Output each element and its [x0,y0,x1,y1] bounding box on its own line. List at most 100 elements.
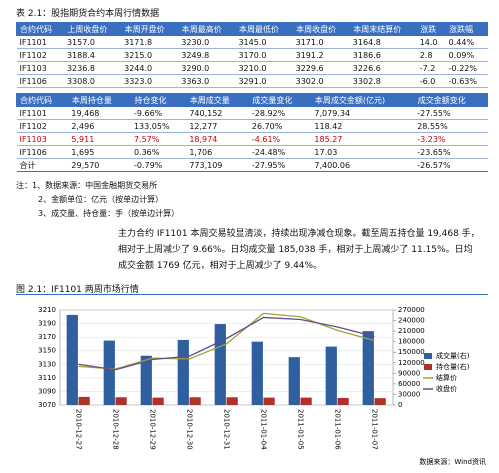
x-tick-label: 2010-12-29 [149,409,157,450]
cell: -26.57% [414,158,488,172]
cell: 3164.8 [349,35,417,49]
cell: IF1102 [16,119,69,133]
bar [300,397,312,405]
bar [66,314,78,405]
cell: 3171.0 [292,35,350,49]
volume-table: 合约代码 本周持仓量 持仓变化 本周成交量 成交量变化 本周成交金额(亿元) 成交金额变化 I… [16,93,489,172]
legend-label: 成交量(右) [436,351,470,360]
row: IF1101 19,468 -9.66% 740,152 -28.92% 7,079.34… [16,106,488,120]
column-header: 本周收盘价 [292,22,351,36]
cell: 7,400.06 [311,158,415,172]
cell: 7,079.34 [311,106,415,120]
y-tick-label: 3110 [38,374,56,382]
cell: 28.55% [414,119,488,133]
y2-tick-label: 180000 [398,338,425,346]
cell: IF1102 [16,48,64,62]
cell: 2.8 [416,48,446,62]
cell: 3145.0 [235,35,293,49]
column-header: 本周最低价 [234,22,294,36]
y2-tick-label: 150000 [398,348,425,356]
legend-swatch [424,364,432,370]
cell: 5,911 [68,132,131,146]
cell: 3323.0 [121,74,179,88]
column-header: 涨跌幅 [445,22,488,36]
cell: 0.09% [445,48,488,62]
column-header: 成交金额变化 [413,93,489,107]
bar [140,355,152,405]
cell: IF1106 [16,74,64,88]
cell: 0.44% [445,35,488,49]
cell: IF1103 [16,132,69,146]
column-header: 本周末结算价 [349,22,418,36]
cell: -0.79% [130,158,187,172]
cell: 3210.0 [235,61,293,75]
cell: 3188.4 [63,48,122,62]
x-tick-label: 2011-01-07 [371,409,379,450]
row: IF1102 2,496 133.05% 12,277 26.70% 118.42 28.5… [16,119,488,133]
cell: 19,468 [68,106,131,120]
cell: 773,109 [186,158,249,172]
cell: IF1101 [16,106,69,120]
cell: 26.70% [248,119,312,133]
note: 注：1、数据来源：中国金融期货交易所 [16,181,158,190]
note: 3、成交量、持仓量：手（按单边计算） [38,209,180,218]
cell: 3302.0 [292,74,350,88]
cell: 3302.8 [349,74,417,88]
y2-tick-label: 210000 [398,327,425,335]
x-tick-label: 2010-12-30 [186,409,194,450]
table-title: 表 2.1：股指期货合约本周行情数据 [16,9,160,19]
header-row: 合约代码 本周持仓量 持仓变化 本周成交量 成交量变化 本周成交金额(亿元) 成交金额变化 [16,93,489,107]
column-header: 本周成交金额(亿元) [310,93,415,107]
cell: 18,974 [186,132,249,146]
cell: -7.2 [416,61,446,75]
y-tick-label: 3070 [38,401,56,409]
cell: -28.92% [248,106,312,120]
cell: 3157.0 [63,35,122,49]
legend-swatch [424,353,432,359]
y-tick-label: 3190 [38,320,56,328]
legend-label: 持仓量(右) [436,362,470,371]
y-tick-label: 3150 [38,347,56,355]
chart-title: 图 2.1：IF1101 两周市场行情 [16,285,139,295]
column-header: 上周收盘价 [63,22,122,36]
cell: -27.55% [414,106,488,120]
cell: 3290.0 [178,61,236,75]
y2-tick-label: 0 [398,401,402,409]
cell: 118.42 [311,119,415,133]
cell: 740,152 [186,106,249,120]
bar [263,397,275,405]
column-header: 本周成交量 [185,93,250,107]
cell: 29,570 [68,158,131,172]
x-tick-label: 2010-12-31 [223,409,231,450]
row: IF1102 3188.4 3215.0 3249.8 3170.0 3191.2 3186… [16,48,488,62]
cell: 3230.0 [178,35,236,49]
cell: 2,496 [68,119,131,133]
legend-label: 收盘价 [436,384,457,393]
header-row: 合约代码 上周收盘价 本周开盘价 本周最高价 本周最低价 本周收盘价 本周末结算价 涨跌 涨跌幅 [15,22,488,36]
rule [16,294,488,295]
cell: 14.0 [416,35,446,49]
cell: -0.22% [445,61,488,75]
row: IF1103 3236.8 3244.0 3290.0 3210.0 3229.6 3226… [16,61,488,75]
bar [103,340,115,405]
y2-tick-label: 60000 [398,380,420,388]
x-tick-label: 2011-01-04 [260,409,268,450]
cell: 3186.6 [349,48,417,62]
legend-label: 结算价 [436,373,457,382]
y2-tick-label: 90000 [398,369,420,377]
cell: 合计 [16,158,69,172]
quote-table: 合约代码 上周收盘价 本周开盘价 本周最高价 本周最低价 本周收盘价 本周末结算价 涨跌 涨跌幅… [15,22,488,88]
row: IF1106 3308.0 3323.0 3363.0 3291.0 3302.0 3302… [16,74,488,88]
bar [152,397,164,405]
y-tick-label: 3170 [38,333,56,341]
cell: 3308.0 [63,74,122,88]
y2-tick-label: 240000 [398,317,425,325]
source: 数据来源：Wind资讯 [419,457,486,466]
column-header: 本周持仓量 [67,93,132,107]
cell: 3363.0 [178,74,236,88]
x-tick-label: 2010-12-27 [75,409,83,450]
cell: 185.27 [311,132,415,146]
bar [115,397,127,405]
